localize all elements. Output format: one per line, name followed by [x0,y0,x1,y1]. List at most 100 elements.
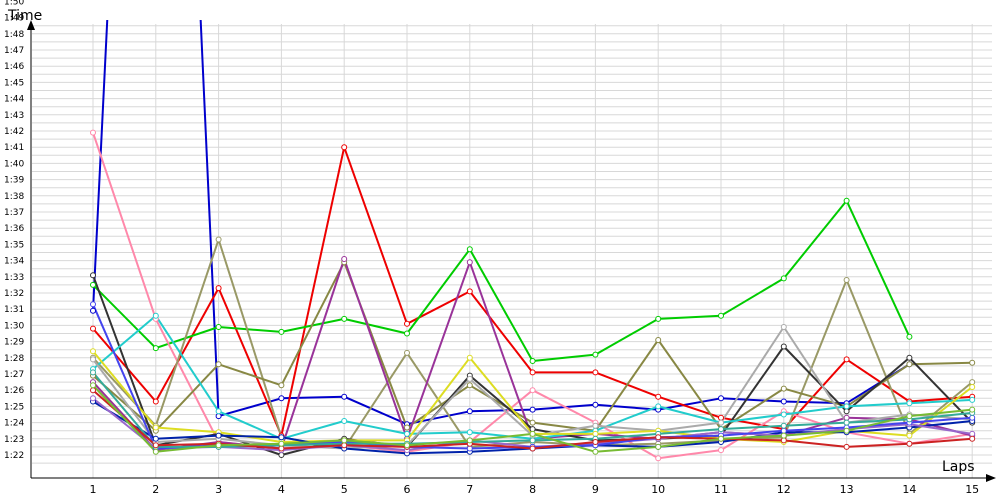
data-point [655,455,662,462]
y-tick-label: 1:33 [4,273,24,283]
y-tick-label: 1:44 [4,95,24,105]
data-point [278,434,285,441]
data-point [780,432,787,439]
data-point [278,452,285,458]
series-line-3 [92,199,911,362]
data-point [90,356,96,363]
y-tick-label: 1:37 [4,208,24,218]
data-point [466,354,473,361]
data-point [90,369,96,376]
data-point [90,301,96,308]
data-point [592,439,599,445]
y-tick-label: 1:50 [4,0,24,7]
x-tick-label: 7 [466,483,473,496]
data-point [780,324,787,330]
y-axis-arrow [27,20,35,30]
y-tick-label: 1:38 [4,192,24,202]
x-tick-label: 2 [152,483,159,496]
data-point [90,281,96,288]
data-point [843,197,850,204]
data-point [90,325,96,332]
data-point [969,359,976,366]
x-axis-title: Laps [942,459,975,475]
data-point [906,333,913,340]
vertical-gridlines [92,24,973,478]
data-point [341,315,348,322]
data-point [529,426,536,433]
data-point [278,440,285,447]
data-point [215,432,222,439]
data-point [843,408,850,415]
data-point [718,447,724,454]
data-point [152,442,159,449]
series-line-1 [92,20,910,426]
data-point [592,422,599,429]
data-point [843,419,850,426]
data-point [529,369,536,376]
data-point [718,414,724,421]
data-point [341,256,348,262]
data-point [906,400,913,407]
y-tick-label: 1:27 [4,370,24,380]
x-tick-label: 3 [215,483,222,496]
y-tick-label: 1:43 [4,111,24,121]
data-point [90,129,96,136]
x-tick-label: 12 [777,483,791,496]
data-point [152,312,159,319]
data-point [215,442,222,449]
data-point [278,445,285,452]
y-tick-label: 1:31 [4,305,24,315]
data-point [843,403,850,410]
data-point [780,422,787,429]
data-point [341,393,348,400]
data-point [90,395,96,402]
data-point [906,361,913,368]
data-point [780,427,787,434]
data-point [592,351,599,358]
data-point [466,375,473,382]
y-tick-label: 1:40 [4,159,24,169]
data-point [152,435,159,442]
data-point [969,384,976,390]
data-point [655,337,662,343]
data-point [780,275,787,282]
data-point [780,398,787,405]
data-point [592,430,599,437]
data-point [215,361,222,368]
data-point [906,413,913,420]
data-point [718,419,724,426]
data-point [466,382,473,389]
data-point [906,432,913,439]
data-point [718,312,724,319]
data-point [780,343,787,350]
data-point [529,419,536,426]
data-point [843,414,850,421]
x-tick-label: 9 [592,483,599,496]
data-point [655,315,662,322]
data-point [969,430,976,437]
data-point [969,379,976,386]
data-point [341,418,348,424]
data-point [529,430,536,437]
data-point [906,354,913,361]
series-points [90,129,976,462]
x-tick-label: 1 [90,483,97,496]
data-point [466,429,473,436]
data-point [780,411,787,418]
data-point [906,440,913,447]
x-tick-label: 14 [902,483,916,496]
data-point [466,408,473,415]
data-point [655,403,662,410]
data-point [466,437,473,444]
y-tick-label: 1:26 [4,386,24,396]
data-point [278,328,285,335]
y-tick-label: 1:49 [4,14,24,24]
data-point [90,348,96,355]
y-tick-label: 1:42 [4,127,24,137]
data-point [718,435,724,442]
data-point [404,330,410,337]
y-tick-label: 1:24 [4,419,24,429]
y-tick-label: 1:47 [4,46,24,56]
data-point [969,414,976,421]
